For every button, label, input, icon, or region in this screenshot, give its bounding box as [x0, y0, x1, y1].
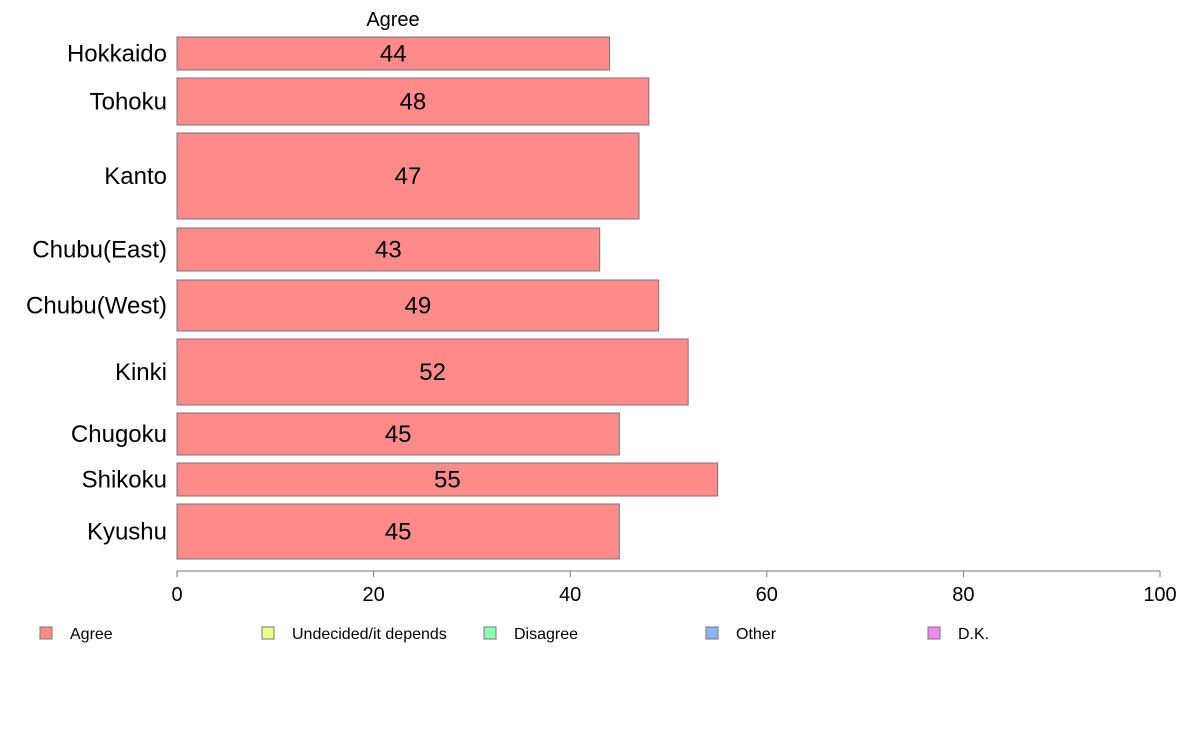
category-label: Tohoku: [90, 89, 167, 116]
legend-swatch: [705, 626, 719, 640]
data-label: 43: [375, 237, 402, 264]
category-label: Kyushu: [87, 519, 167, 546]
bar: [176, 338, 689, 406]
data-label: 55: [434, 467, 461, 494]
bar: [176, 227, 601, 272]
bar: [176, 462, 719, 497]
legend-label: D.K.: [958, 626, 989, 643]
data-label: 49: [404, 293, 431, 320]
bar: [176, 36, 611, 71]
data-label: 52: [419, 359, 446, 386]
data-label: 44: [380, 41, 407, 68]
legend-label: Other: [736, 626, 777, 643]
x-tick-label: 60: [756, 584, 778, 606]
bar: [176, 503, 620, 560]
category-label: Chubu(West): [26, 293, 167, 320]
data-label: 45: [385, 421, 412, 448]
x-tick-label: 80: [952, 584, 974, 606]
x-tick-label: 0: [171, 584, 182, 606]
bar: [176, 132, 640, 220]
legend-swatch: [483, 626, 497, 640]
category-label: Kanto: [104, 163, 167, 190]
data-label: 48: [400, 89, 427, 116]
bar: [176, 412, 620, 456]
data-label: 45: [385, 519, 412, 546]
x-axis: 0 20 40 60 80 100: [171, 570, 1177, 606]
category-label: Chugoku: [71, 421, 167, 448]
x-tick-label: 40: [559, 584, 581, 606]
series-title: Agree: [366, 9, 419, 31]
legend-swatch: [927, 626, 941, 640]
legend: Agree Undecided/it depends Disagree Other D.…: [39, 626, 989, 643]
x-tick-label: 100: [1143, 584, 1176, 606]
bar: [176, 279, 660, 332]
bars-group: Hokkaido 44 Tohoku 48 Kanto 47 Chubu(East) 43 Ch…: [26, 36, 719, 560]
legend-label: Undecided/it depends: [292, 626, 447, 643]
category-label: Chubu(East): [32, 237, 167, 264]
bar: [176, 77, 650, 126]
legend-label: Disagree: [514, 626, 578, 643]
category-label: Shikoku: [82, 467, 167, 494]
legend-label: Agree: [70, 626, 113, 643]
legend-swatch: [39, 626, 53, 640]
legend-swatch: [261, 626, 275, 640]
category-label: Hokkaido: [67, 41, 167, 68]
data-label: 47: [395, 163, 422, 190]
x-tick-label: 20: [362, 584, 384, 606]
category-label: Kinki: [115, 359, 167, 386]
